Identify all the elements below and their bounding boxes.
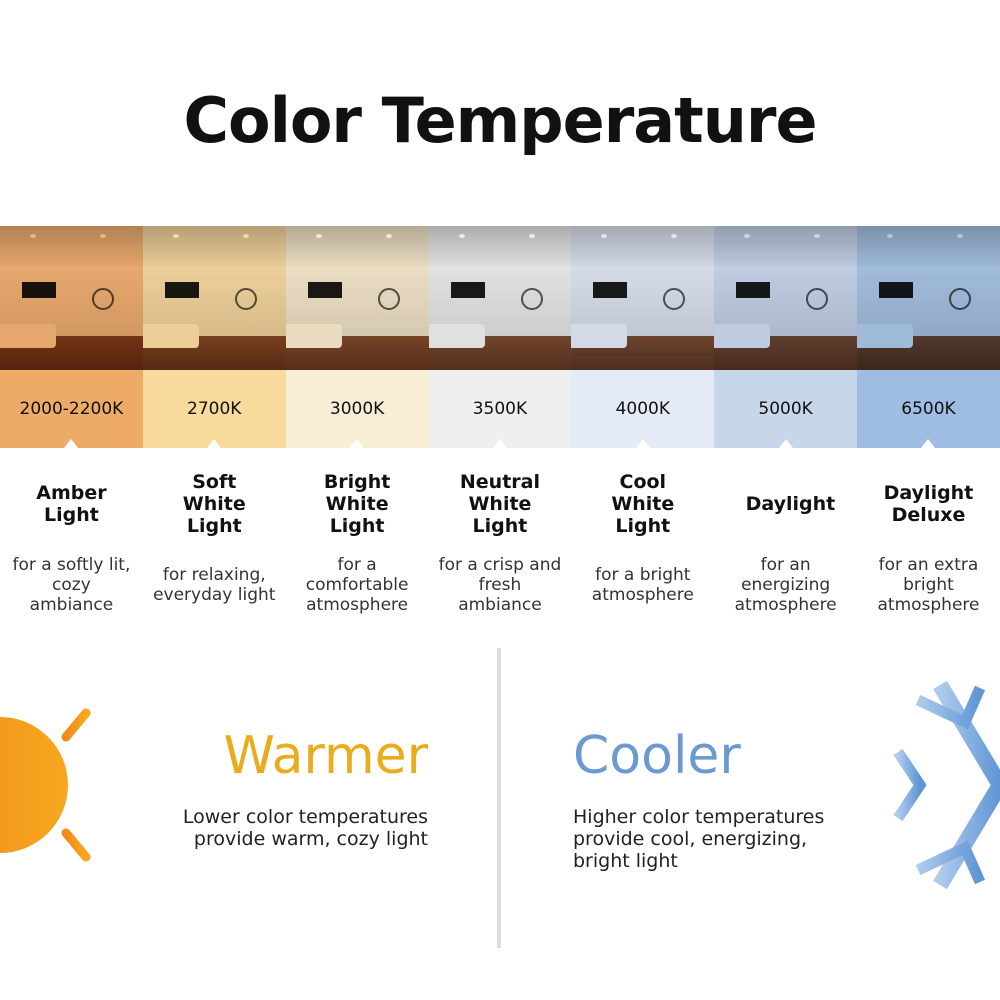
kelvin-band: 2000-2200K: [0, 370, 143, 448]
pointer-triangle: [635, 439, 650, 448]
light-description: for relaxing, everyday light: [143, 550, 286, 620]
light-description: for a bright atmosphere: [571, 550, 714, 620]
light-name: Amber Light: [0, 448, 143, 560]
kelvin-label: 3000K: [329, 399, 385, 419]
room-photo: [428, 226, 572, 370]
light-description: for an energizing atmosphere: [714, 550, 857, 620]
light-name: Daylight Deluxe: [857, 448, 1000, 560]
room-photo: [857, 226, 1000, 370]
page-title: Color Temperature: [183, 84, 817, 157]
cooler-text: Higher color temperatures provide cool, …: [573, 806, 825, 872]
light-name: Daylight: [714, 448, 857, 560]
pointer-triangle: [64, 439, 79, 448]
light-name-text: Cool White Light: [611, 471, 675, 537]
room-photo: [714, 226, 858, 370]
light-description: for a softly lit, cozy ambiance: [0, 550, 143, 620]
kelvin-band: 2700K: [142, 370, 286, 448]
temperature-column: 3000K Bright White Light for a comfortab…: [285, 226, 429, 620]
kelvin-label: 6500K: [901, 399, 956, 419]
kelvin-label: 2000-2200K: [19, 399, 124, 419]
light-name: Neutral White Light: [429, 448, 572, 560]
snowflake-icon: [878, 680, 1000, 890]
light-description-text: for relaxing, everyday light: [153, 565, 276, 605]
room-photo: [0, 226, 143, 370]
kelvin-band: 5000K: [714, 370, 858, 448]
room-photo: [142, 226, 286, 370]
light-name: Bright White Light: [286, 448, 429, 560]
light-name-text: Bright White Light: [323, 471, 391, 537]
light-name-text: Neutral White Light: [459, 471, 540, 537]
sun-icon: [0, 683, 119, 887]
divider: [497, 648, 501, 948]
temperature-column: 4000K Cool White Light for a bright atmo…: [571, 226, 715, 620]
light-description: for an extra bright atmosphere: [857, 550, 1000, 620]
pointer-triangle: [921, 439, 936, 448]
kelvin-label: 5000K: [758, 399, 813, 419]
light-description-text: for an extra bright atmosphere: [877, 555, 980, 615]
light-name-text: Soft White Light: [182, 471, 246, 537]
temperature-column: 2700K Soft White Light for relaxing, eve…: [142, 226, 286, 620]
kelvin-label: 3500K: [472, 399, 528, 419]
kelvin-band: 6500K: [857, 370, 1000, 448]
room-photo: [285, 226, 429, 370]
kelvin-label: 4000K: [615, 399, 670, 419]
pointer-triangle: [350, 439, 365, 448]
kelvin-band: 4000K: [571, 370, 715, 448]
light-name-text: Daylight Deluxe: [883, 482, 974, 526]
kelvin-label: 2700K: [187, 399, 242, 419]
pointer-triangle: [492, 439, 507, 448]
temperature-column: 2000-2200K Amber Light for a softly lit,…: [0, 226, 143, 620]
light-name: Cool White Light: [571, 448, 714, 560]
temperature-columns: 2000-2200K Amber Light for a softly lit,…: [0, 226, 1000, 620]
kelvin-band: 3000K: [285, 370, 429, 448]
light-name-text: Amber Light: [36, 482, 107, 526]
light-description-text: for a comfortable atmosphere: [305, 555, 409, 615]
room-photo: [571, 226, 715, 370]
warmer-heading: Warmer: [223, 726, 428, 786]
light-name: Soft White Light: [143, 448, 286, 560]
light-description: for a crisp and fresh ambiance: [429, 550, 572, 620]
light-description-text: for an energizing atmosphere: [734, 555, 837, 615]
pointer-triangle: [207, 439, 222, 448]
temperature-column: 5000K Daylight for an energizing atmosph…: [714, 226, 858, 620]
pointer-triangle: [778, 439, 793, 448]
light-description: for a comfortable atmosphere: [286, 550, 429, 620]
cooler-heading: Cooler: [573, 726, 741, 786]
kelvin-band: 3500K: [428, 370, 572, 448]
light-description-text: for a bright atmosphere: [591, 565, 694, 605]
light-description-text: for a softly lit, cozy ambiance: [12, 555, 131, 615]
temperature-column: 6500K Daylight Deluxe for an extra brigh…: [857, 226, 1000, 620]
temperature-column: 3500K Neutral White Light for a crisp an…: [428, 226, 572, 620]
warmer-text: Lower color temperatures provide warm, c…: [182, 806, 428, 850]
light-description-text: for a crisp and fresh ambiance: [438, 555, 562, 615]
light-name-text: Daylight: [745, 493, 836, 515]
